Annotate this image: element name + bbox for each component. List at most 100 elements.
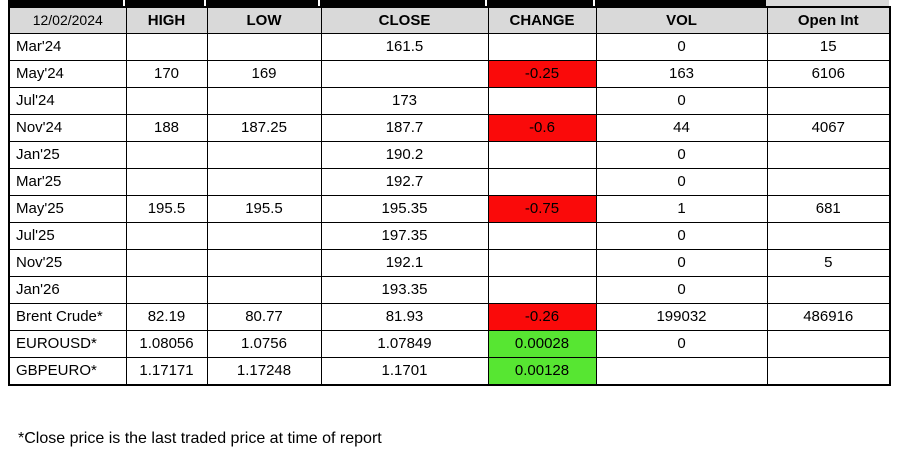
- cell-contract: Jan'26: [8, 276, 127, 304]
- cell-open-int: 5: [766, 249, 891, 277]
- cell-change: [487, 33, 597, 61]
- table-row: EUROUSD* 1.08056 1.0756 1.07849 0.00028 0: [8, 330, 891, 358]
- cell-low: [206, 33, 322, 61]
- footnotes: *Close price is the last traded price at…: [8, 386, 897, 467]
- cell-contract: GBPEURO*: [8, 357, 127, 386]
- cutoff-row-segment: [766, 0, 889, 6]
- cell-close: 190.2: [320, 141, 489, 169]
- cell-open-int: [766, 168, 891, 196]
- cell-high: 82.19: [125, 303, 208, 331]
- cell-vol: 163: [595, 60, 768, 88]
- cell-low: [206, 276, 322, 304]
- cell-high: [125, 168, 208, 196]
- cell-contract: Nov'25: [8, 249, 127, 277]
- report-date-header: 12/02/2024: [8, 6, 127, 34]
- cell-vol: 1: [595, 195, 768, 223]
- cell-open-int: [766, 357, 891, 386]
- cell-contract: Mar'25: [8, 168, 127, 196]
- cell-open-int: [766, 330, 891, 358]
- cell-low: 1.0756: [206, 330, 322, 358]
- cell-high: 1.17171: [125, 357, 208, 386]
- cell-close: 192.1: [320, 249, 489, 277]
- cell-low: [206, 249, 322, 277]
- cell-close: 193.35: [320, 276, 489, 304]
- table-row: GBPEURO* 1.17171 1.17248 1.1701 0.00128: [8, 357, 891, 386]
- cutoff-row-segment: [487, 0, 595, 6]
- cell-low: 80.77: [206, 303, 322, 331]
- cell-change: [487, 222, 597, 250]
- cell-vol: 0: [595, 222, 768, 250]
- cell-close: 187.7: [320, 114, 489, 142]
- column-header-low: LOW: [206, 6, 322, 34]
- table-row: Mar'24 161.5 0 15: [8, 33, 891, 61]
- futures-price-table: 12/02/2024 HIGH LOW CLOSE CHANGE VOL Ope…: [8, 6, 891, 386]
- cell-low: [206, 87, 322, 115]
- cell-open-int: 486916: [766, 303, 891, 331]
- cell-low: [206, 141, 322, 169]
- cell-close: 1.1701: [320, 357, 489, 386]
- report-table-body: Mar'24 161.5 0 15 May'24 170 169 -0.25 163 6106 Ju…: [8, 33, 891, 386]
- cell-change: -0.75: [487, 195, 597, 223]
- cell-contract: EUROUSD*: [8, 330, 127, 358]
- cell-vol: 0: [595, 168, 768, 196]
- cell-change: [487, 87, 597, 115]
- header-row: 12/02/2024 HIGH LOW CLOSE CHANGE VOL Ope…: [8, 6, 891, 34]
- cell-close: 173: [320, 87, 489, 115]
- cell-contract: Jan'25: [8, 141, 127, 169]
- cell-vol: 199032: [595, 303, 768, 331]
- cell-open-int: 4067: [766, 114, 891, 142]
- cell-high: [125, 33, 208, 61]
- cell-vol: 0: [595, 33, 768, 61]
- table-row: Nov'24 188 187.25 187.7 -0.6 44 4067: [8, 114, 891, 142]
- cell-low: [206, 168, 322, 196]
- cell-vol: [595, 357, 768, 386]
- cell-high: 170: [125, 60, 208, 88]
- cell-vol: 0: [595, 249, 768, 277]
- cell-high: 195.5: [125, 195, 208, 223]
- cell-contract: May'25: [8, 195, 127, 223]
- cell-high: [125, 87, 208, 115]
- cell-close: 197.35: [320, 222, 489, 250]
- column-header-change: CHANGE: [487, 6, 597, 34]
- column-header-close: CLOSE: [320, 6, 489, 34]
- cell-low: 1.17248: [206, 357, 322, 386]
- column-header-high: HIGH: [125, 6, 208, 34]
- column-header-open-int: Open Int: [766, 6, 891, 34]
- cell-high: [125, 249, 208, 277]
- cell-contract: Nov'24: [8, 114, 127, 142]
- cell-change: [487, 168, 597, 196]
- cell-open-int: [766, 141, 891, 169]
- cutoff-row-above: [8, 0, 889, 6]
- cell-vol: 0: [595, 330, 768, 358]
- cell-vol: 0: [595, 276, 768, 304]
- cell-high: [125, 141, 208, 169]
- cell-close: 161.5: [320, 33, 489, 61]
- cell-contract: Jul'25: [8, 222, 127, 250]
- table-row: Jul'24 173 0: [8, 87, 891, 115]
- table-row: Jan'26 193.35 0: [8, 276, 891, 304]
- cell-change: -0.25: [487, 60, 597, 88]
- cutoff-row-segment: [125, 0, 206, 6]
- cell-change: [487, 249, 597, 277]
- cell-open-int: 6106: [766, 60, 891, 88]
- table-row: Jan'25 190.2 0: [8, 141, 891, 169]
- cell-close: 192.7: [320, 168, 489, 196]
- cell-change: [487, 141, 597, 169]
- cell-contract: Mar'24: [8, 33, 127, 61]
- cell-change: [487, 276, 597, 304]
- cell-vol: 44: [595, 114, 768, 142]
- cell-open-int: [766, 87, 891, 115]
- cutoff-row-segment: [595, 0, 766, 6]
- cell-open-int: [766, 222, 891, 250]
- cell-open-int: [766, 276, 891, 304]
- footnote-close-price: *Close price is the last traded price at…: [18, 430, 382, 447]
- table-row: May'24 170 169 -0.25 163 6106: [8, 60, 891, 88]
- cell-close: 1.07849: [320, 330, 489, 358]
- cell-high: 188: [125, 114, 208, 142]
- cell-contract: Jul'24: [8, 87, 127, 115]
- table-row: May'25 195.5 195.5 195.35 -0.75 1 681: [8, 195, 891, 223]
- cell-open-int: 681: [766, 195, 891, 223]
- cell-contract: May'24: [8, 60, 127, 88]
- cell-change: 0.00128: [487, 357, 597, 386]
